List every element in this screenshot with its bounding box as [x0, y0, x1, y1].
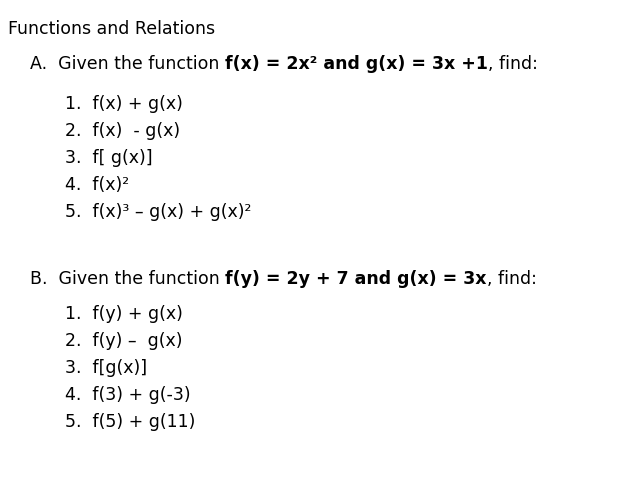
- Text: B.  Given the function: B. Given the function: [30, 270, 225, 288]
- Text: 3.  f[ g(x)]: 3. f[ g(x)]: [65, 149, 152, 167]
- Text: f(x) = 2x² and g(x) = 3x +1: f(x) = 2x² and g(x) = 3x +1: [225, 55, 488, 73]
- Text: , find:: , find:: [487, 270, 537, 288]
- Text: 2.  f(x)  - g(x): 2. f(x) - g(x): [65, 122, 180, 140]
- Text: 5.  f(x)³ – g(x) + g(x)²: 5. f(x)³ – g(x) + g(x)²: [65, 203, 251, 221]
- Text: 2.  f(y) –  g(x): 2. f(y) – g(x): [65, 332, 182, 350]
- Text: 4.  f(3) + g(-3): 4. f(3) + g(-3): [65, 386, 190, 404]
- Text: 4.  f(x)²: 4. f(x)²: [65, 176, 129, 194]
- Text: 1.  f(x) + g(x): 1. f(x) + g(x): [65, 95, 183, 113]
- Text: , find:: , find:: [488, 55, 538, 73]
- Text: 5.  f(5) + g(11): 5. f(5) + g(11): [65, 413, 195, 431]
- Text: 3.  f[g(x)]: 3. f[g(x)]: [65, 359, 147, 377]
- Text: A.  Given the function: A. Given the function: [30, 55, 225, 73]
- Text: 1.  f(y) + g(x): 1. f(y) + g(x): [65, 305, 183, 323]
- Text: Functions and Relations: Functions and Relations: [8, 20, 215, 38]
- Text: f(y) = 2y + 7 and g(x) = 3x: f(y) = 2y + 7 and g(x) = 3x: [225, 270, 487, 288]
